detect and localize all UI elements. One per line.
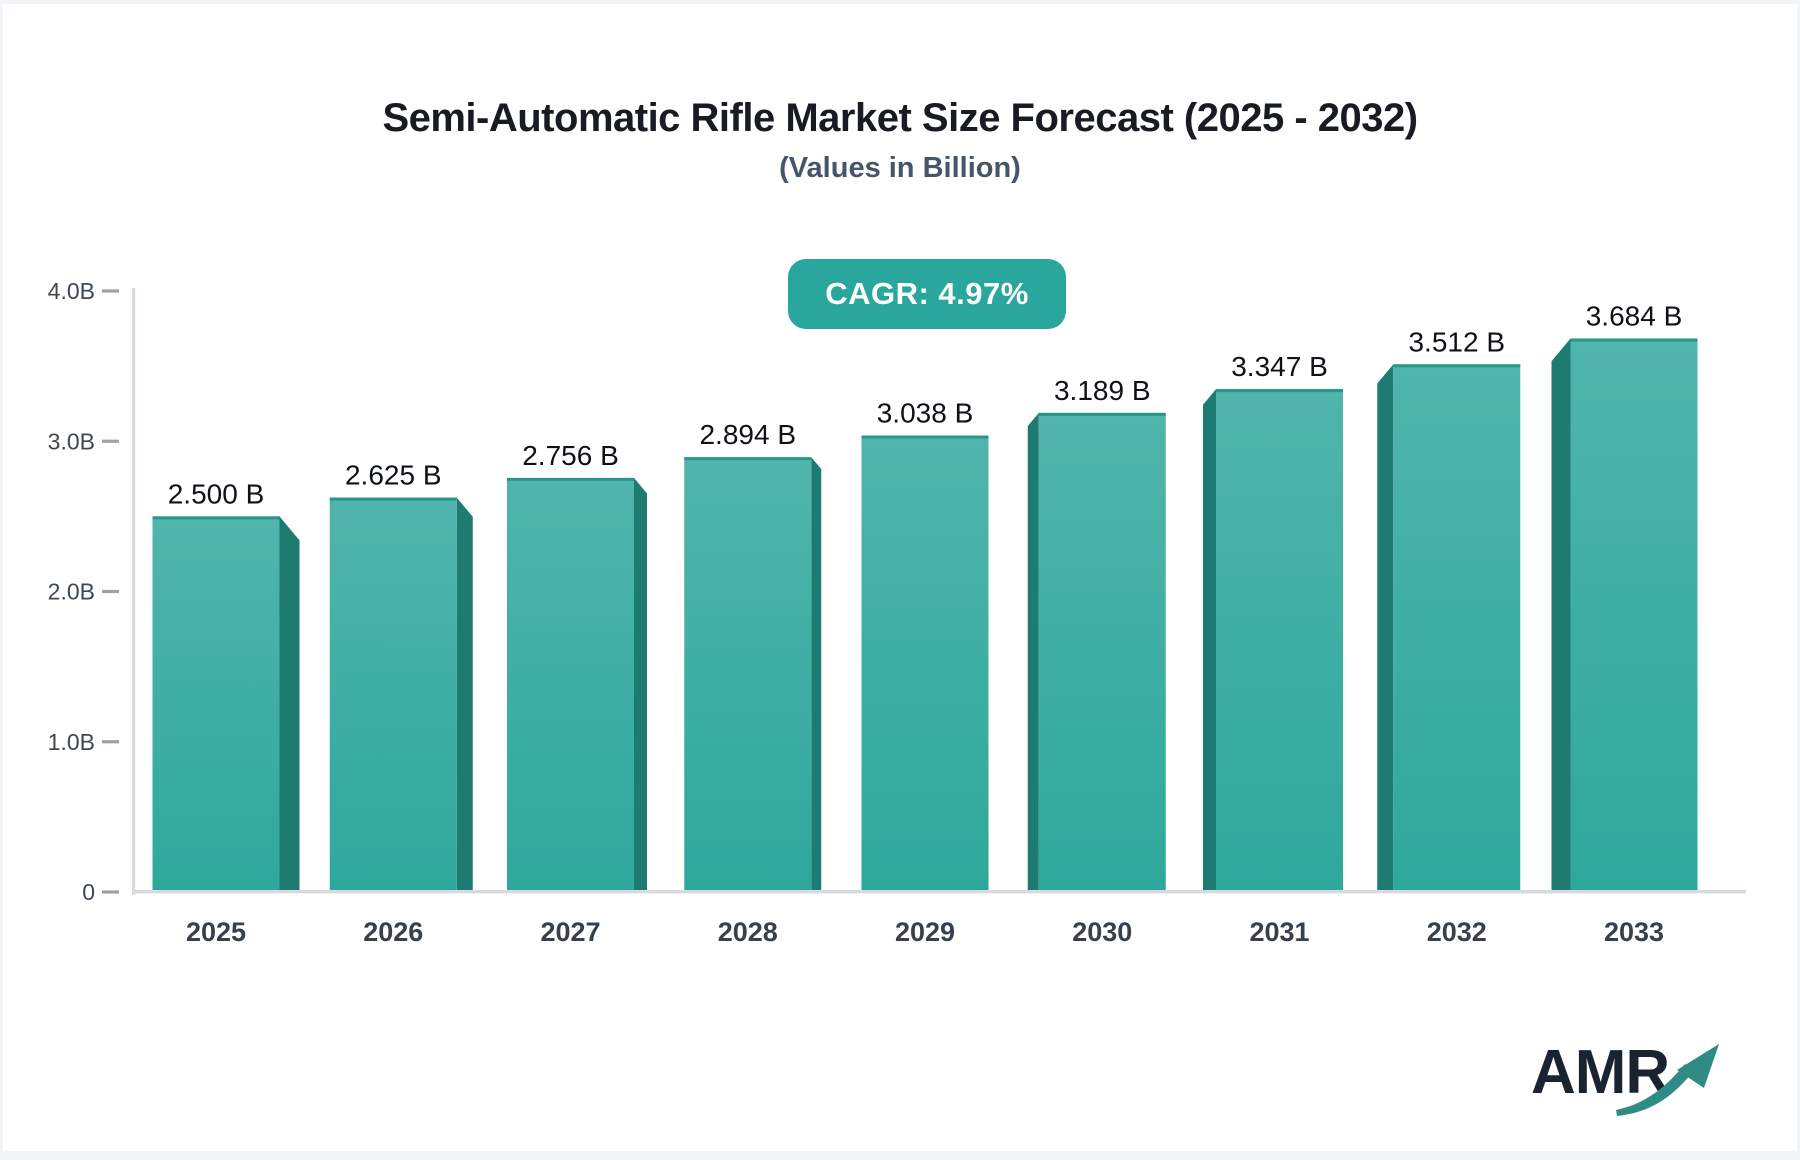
- x-axis-label: 2032: [1427, 917, 1487, 947]
- bar-top-edge: [684, 457, 812, 461]
- bar-top-edge: [152, 516, 280, 520]
- bar-top-edge: [1038, 412, 1166, 416]
- x-axis-label: 2026: [363, 917, 423, 947]
- bar-2030: 3.189 B 2030: [1027, 375, 1166, 947]
- bar-value-label: 3.189 B: [1054, 375, 1151, 406]
- y-axis-label: 0: [82, 879, 95, 905]
- bar-face: [1393, 364, 1521, 892]
- bar-face: [329, 497, 457, 892]
- chart-card: Semi-Automatic Rifle Market Size Forecas…: [3, 4, 1797, 1151]
- growth-arrow-icon: [1616, 1044, 1719, 1116]
- bar-3d-side: [1027, 412, 1039, 892]
- bar-face: [861, 435, 989, 892]
- bar-3d-side: [456, 497, 473, 892]
- bar-3d-side: [279, 516, 300, 892]
- bar-3d-side: [634, 477, 647, 892]
- bar-face: [1570, 338, 1698, 892]
- bar-top-edge: [861, 435, 989, 439]
- bar-value-label: 3.347 B: [1231, 351, 1328, 382]
- bar-2031: 3.347 B 2031: [1203, 351, 1343, 947]
- chart-subtitle: (Values in Billion): [779, 152, 1021, 184]
- y-axis-tick: [102, 740, 119, 744]
- bar-top-edge: [1570, 338, 1698, 342]
- y-axis-label: 3.0B: [48, 428, 95, 454]
- x-axis-label: 2025: [186, 917, 246, 947]
- bar-face: [152, 516, 280, 892]
- x-axis-line: [132, 890, 1746, 894]
- bar-3d-side: [811, 457, 822, 892]
- bar-value-label: 2.894 B: [699, 419, 796, 450]
- x-axis-label: 2029: [895, 917, 955, 947]
- bar-face: [684, 457, 812, 892]
- x-axis-label: 2033: [1604, 917, 1664, 947]
- bar-value-label: 3.038 B: [877, 398, 974, 429]
- y-axis-tick: [102, 890, 119, 894]
- y-axis-label: 2.0B: [48, 579, 95, 605]
- bar-2029: 3.038 B 2029: [861, 398, 989, 947]
- bar-2032: 3.512 B 2032: [1377, 326, 1521, 947]
- bar-value-label: 2.756 B: [522, 440, 619, 471]
- bar-top-edge: [329, 497, 457, 501]
- bar-face: [1038, 412, 1166, 892]
- bar-3d-side: [1551, 338, 1571, 892]
- bar-2026: 2.625 B 2026: [329, 460, 473, 947]
- x-axis-label: 2030: [1072, 917, 1132, 947]
- bar-top-edge: [1216, 389, 1343, 393]
- bar-2025: 2.500 B 2025: [152, 478, 300, 947]
- bar-face: [1216, 389, 1343, 892]
- bar-3d-side: [1203, 389, 1216, 892]
- bar-value-label: 3.512 B: [1408, 326, 1505, 357]
- amr-logo: AMR: [1531, 1034, 1731, 1134]
- bar-2027: 2.756 B 2027: [507, 440, 647, 947]
- bar-2033: 3.684 B 2033: [1551, 300, 1698, 947]
- y-axis-line: [132, 288, 136, 895]
- bar-top-edge: [1393, 364, 1521, 368]
- bar-value-label: 3.684 B: [1586, 300, 1683, 331]
- bar-face: [507, 477, 634, 892]
- bar-3d-side: [1377, 364, 1394, 892]
- bar-value-label: 2.625 B: [345, 460, 442, 491]
- x-axis-label: 2027: [540, 917, 600, 947]
- bar-value-label: 2.500 B: [168, 478, 265, 509]
- bar-top-edge: [507, 477, 634, 481]
- bar-2028: 2.894 B 2028: [684, 419, 822, 947]
- x-axis-label: 2031: [1249, 917, 1309, 947]
- amr-logo-text: AMR: [1531, 1038, 1670, 1107]
- cagr-badge: CAGR: 4.97%: [788, 259, 1066, 329]
- y-axis-label: 1.0B: [48, 729, 95, 755]
- y-axis-tick: [102, 589, 119, 594]
- y-axis-tick: [102, 439, 119, 443]
- cagr-badge-label: CAGR: 4.97%: [825, 276, 1029, 311]
- y-axis-tick: [102, 289, 119, 293]
- page-title: Semi-Automatic Rifle Market Size Forecas…: [382, 96, 1418, 140]
- x-axis-label: 2028: [718, 917, 778, 947]
- y-axis-label: 4.0B: [48, 278, 95, 304]
